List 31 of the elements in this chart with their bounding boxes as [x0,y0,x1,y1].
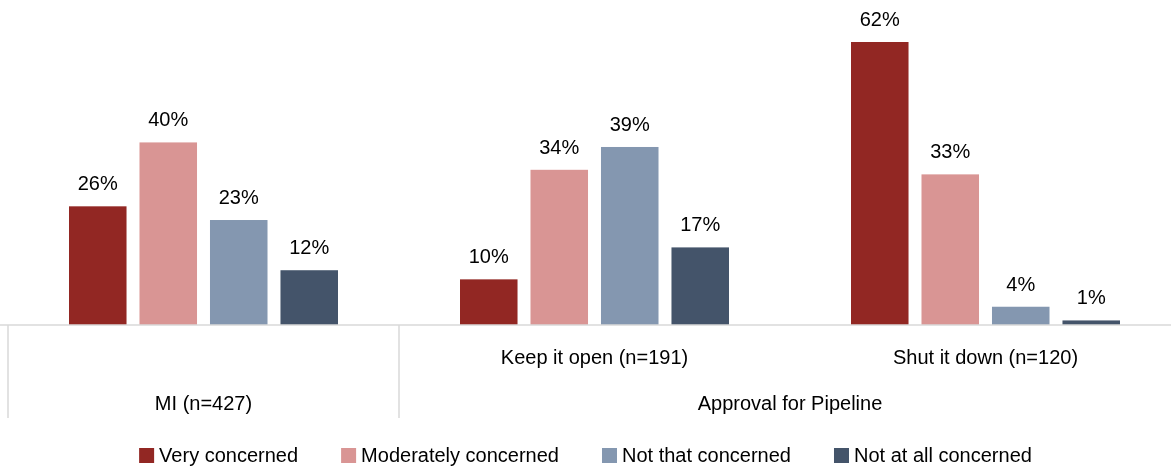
legend-label: Moderately concerned [361,444,559,466]
legend-label: Not at all concerned [853,444,1032,466]
data-label: 12% [289,236,330,259]
x-tick-label: Keep it open (n=191) [500,346,689,368]
bar [600,146,659,325]
data-label: 33% [930,140,971,163]
data-label: 1% [1076,286,1106,309]
data-label: 23% [218,186,259,209]
data-label: 40% [148,108,189,131]
bar [671,247,729,325]
data-label: 4% [1006,272,1036,295]
data-label: 39% [609,112,650,135]
x-tick-label: Shut it down (n=120) [892,346,1079,368]
bar [921,174,980,325]
bar [530,169,589,325]
data-label: 62% [859,8,900,30]
data-label: 26% [77,172,118,195]
legend-label: Very concerned [159,444,299,466]
bar [460,279,518,325]
text: Approval for Pipeline [697,392,883,414]
legend-label: Not that concerned [621,444,791,466]
text: MI (n=427) [154,392,253,414]
bar [139,142,198,325]
bar [851,42,909,325]
bar [69,206,127,325]
bar [280,270,338,325]
bar [991,306,1050,325]
bar [209,220,268,325]
data-label: 17% [680,213,721,236]
data-label: 10% [468,245,509,268]
data-label: 34% [539,135,580,158]
